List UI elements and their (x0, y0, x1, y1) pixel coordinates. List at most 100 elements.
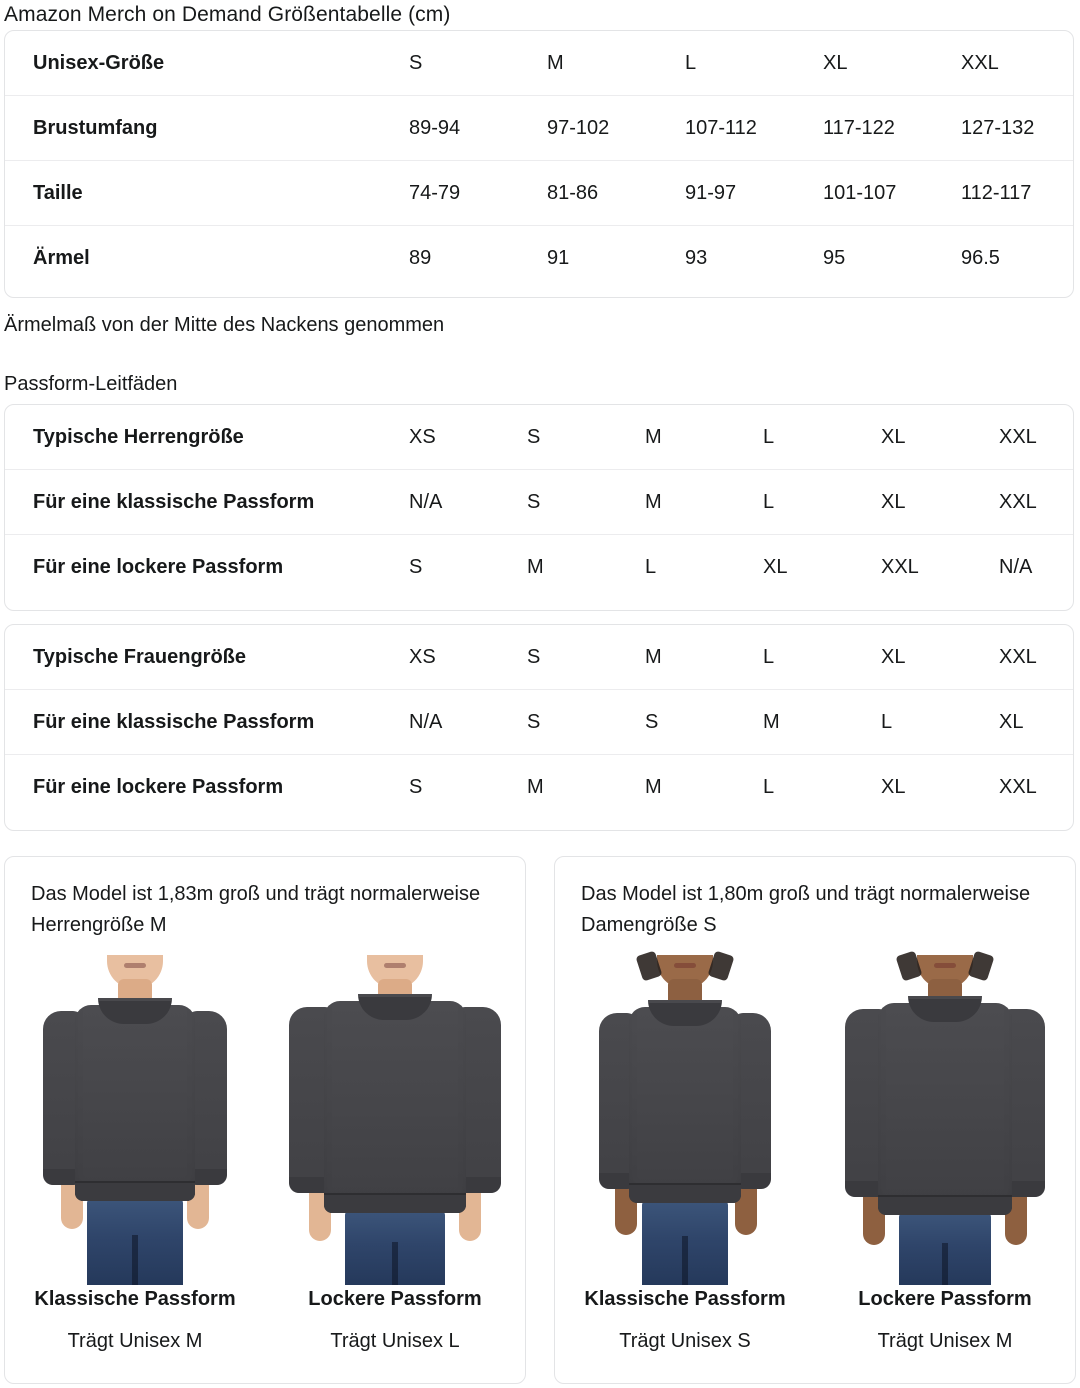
cell-value: 95 (823, 225, 961, 290)
mouth (384, 963, 406, 968)
row-label: Für eine lockere Passform (5, 534, 409, 599)
table-row: Unisex-Größe S M L XL XXL (5, 31, 1073, 96)
cell-value: XXL (999, 754, 1073, 819)
cell-value: XL (881, 425, 906, 448)
person-illustration-woman-classic (569, 950, 801, 1285)
men-fit-grid: Typische Herrengröße XS S M L XL XXL Für… (5, 405, 1073, 599)
cell-value: N/A (999, 534, 1073, 599)
cell-value: M (645, 754, 763, 819)
model-figures (555, 950, 1075, 1285)
cell-value: XS (409, 425, 436, 448)
cell-value: 91 (547, 225, 685, 290)
fit-sublabel: Trägt Unisex S (619, 1330, 751, 1352)
cell-value: 81-86 (547, 160, 685, 226)
men-fit-guide-table: Typische Herrengröße XS S M L XL XXL Für… (4, 404, 1074, 611)
mouth (124, 963, 146, 968)
women-fit-grid: Typische Frauengröße XS S M L XL XXL Für… (5, 625, 1073, 819)
mouth (674, 963, 696, 968)
hair-right (707, 950, 735, 982)
sweatshirt (324, 1001, 466, 1213)
row-label: Ärmel (5, 225, 409, 290)
model-height-note: Das Model ist 1,80m groß und trägt norma… (581, 883, 1031, 936)
fit-guides-heading: Passform-Leitfäden (4, 373, 178, 395)
cell-value: M (763, 689, 881, 755)
row-label: Für eine lockere Passform (5, 754, 409, 819)
model-figure-relaxed (279, 955, 511, 1285)
fit-label: Lockere Passform (308, 1288, 482, 1310)
cell-value: M (527, 754, 645, 819)
cell-value: L (763, 425, 775, 448)
jeans (87, 1199, 183, 1285)
fit-label-row: Klassische Passform Lockere Passform (555, 1288, 1075, 1311)
model-card-women: Das Model ist 1,80m groß und trägt norma… (554, 856, 1076, 1384)
person-illustration-man-relaxed (279, 955, 511, 1285)
fit-sublabel: Trägt Unisex L (330, 1330, 460, 1352)
cuff-right (187, 1169, 227, 1185)
cell-value: S (409, 51, 423, 74)
cuff-right (733, 1173, 771, 1189)
jeans (899, 1213, 991, 1285)
fit-label: Klassische Passform (584, 1288, 786, 1310)
cell-value: XXL (999, 645, 1037, 668)
model-figure-classic (569, 950, 801, 1285)
cell-value: M (645, 425, 662, 448)
hair-left (895, 950, 923, 982)
cell-value: S (527, 645, 541, 668)
table-row: Für eine lockere Passform S M L XL XXL N… (5, 534, 1073, 599)
fit-sublabel: Trägt Unisex M (67, 1330, 203, 1352)
table-row: Brustumfang 89-94 97-102 107-112 117-122… (5, 95, 1073, 161)
fit-label: Klassische Passform (34, 1288, 236, 1310)
sleeve-measurement-note: Ärmelmaß von der Mitte des Nackens genom… (4, 314, 445, 336)
sweatshirt (878, 1003, 1012, 1215)
cell-value: 127-132 (961, 95, 1073, 161)
cell-value: S (527, 425, 541, 448)
fit-label: Lockere Passform (858, 1288, 1032, 1310)
model-card-men: Das Model ist 1,83m groß und trägt norma… (4, 856, 526, 1384)
cell-value: N/A (409, 689, 527, 755)
cell-value: M (645, 469, 763, 535)
row-label: Unisex-Größe (33, 51, 165, 74)
cell-value: L (763, 754, 881, 819)
row-label: Brustumfang (5, 95, 409, 161)
cell-value: L (645, 534, 763, 599)
cuff-left (599, 1173, 637, 1189)
cuff-left (43, 1169, 83, 1185)
fit-sublabel-row: Trägt Unisex S Trägt Unisex M (555, 1330, 1075, 1353)
cell-value: XL (881, 645, 906, 668)
cell-value: M (547, 51, 564, 74)
size-table-grid: Unisex-Größe S M L XL XXL Brustumfang 89… (5, 31, 1073, 290)
cell-value: XL (823, 51, 848, 74)
cell-value: XXL (999, 425, 1037, 448)
page-title: Amazon Merch on Demand Größentabelle (cm… (4, 3, 451, 26)
fit-label-row: Klassische Passform Lockere Passform (5, 1288, 525, 1311)
cell-value: L (881, 689, 999, 755)
model-figures (5, 955, 525, 1285)
row-label: Typische Herrengröße (33, 425, 244, 448)
cell-value: 96.5 (961, 225, 1073, 290)
cell-value: 112-117 (961, 160, 1073, 226)
cell-value: 107-112 (685, 95, 823, 161)
sweatshirt (75, 1005, 195, 1201)
table-row: Für eine klassische Passform N/A S M L X… (5, 469, 1073, 535)
cell-value: M (645, 645, 662, 668)
table-row: Taille 74-79 81-86 91-97 101-107 112-117 (5, 160, 1073, 226)
fit-sublabel: Trägt Unisex M (877, 1330, 1013, 1352)
person-illustration-man-classic (19, 955, 251, 1285)
cell-value: S (409, 754, 527, 819)
cell-value: 117-122 (823, 95, 961, 161)
cell-value: L (685, 51, 697, 74)
row-label: Für eine klassische Passform (5, 689, 409, 755)
cell-value: M (527, 534, 645, 599)
cell-value: 89-94 (409, 95, 547, 161)
sweatshirt (629, 1007, 741, 1203)
row-label: Für eine klassische Passform (5, 469, 409, 535)
cell-value: L (763, 469, 881, 535)
cell-value: N/A (409, 469, 527, 535)
table-row: Ärmel 89 91 93 95 96.5 (5, 225, 1073, 290)
cell-value: 93 (685, 225, 823, 290)
jeans (345, 1211, 445, 1285)
mouth (934, 963, 956, 968)
cuff-right (1001, 1181, 1045, 1197)
table-row: Für eine lockere Passform S M M L XL XXL (5, 754, 1073, 819)
